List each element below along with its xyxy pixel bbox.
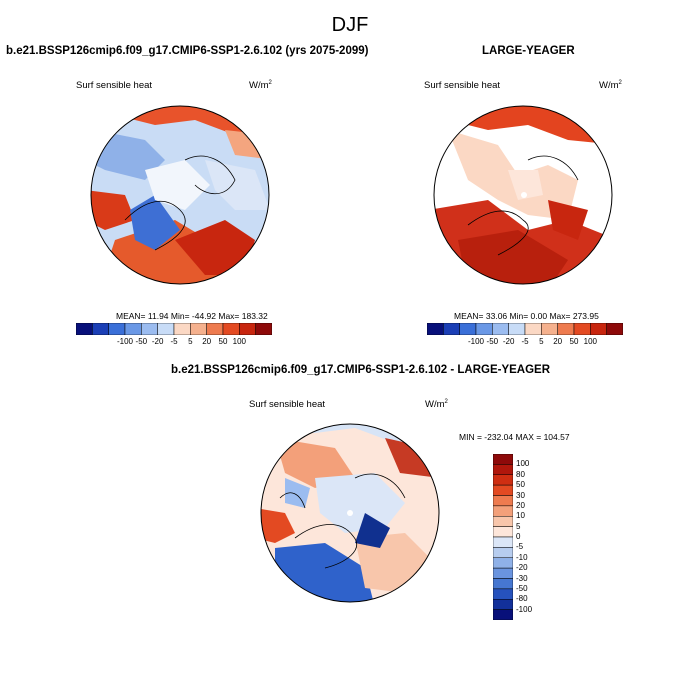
panel3-colorbar-tick-label: -80 xyxy=(516,594,528,604)
panel3-colorbar-swatch xyxy=(493,516,513,527)
panel1-colorbar-swatch xyxy=(239,323,256,335)
panel3-colorbar-swatch xyxy=(493,588,513,600)
panel3-units: W/m2 xyxy=(425,399,448,411)
panel3-colorbar-swatch xyxy=(493,609,513,620)
panel1-colorbar-tick-label: 20 xyxy=(202,337,212,346)
panel2-colorbar-swatch xyxy=(475,323,493,335)
page-title: DJF xyxy=(331,14,369,36)
panel1-colorbar-tick-label: 5 xyxy=(188,337,193,346)
panel2-colorbar-tick-label: 5 xyxy=(539,337,544,346)
panel1-colorbar-swatch xyxy=(157,323,175,335)
panel2-polar-map xyxy=(433,105,613,285)
panel2-variable-label: Surf sensible heat xyxy=(424,80,501,91)
panel1-colorbar-swatch xyxy=(108,323,126,335)
panel2-colorbar-swatch xyxy=(492,323,509,335)
panel3-colorbar-tick-label: 100 xyxy=(516,459,530,469)
panel2-colorbar-swatch xyxy=(508,323,526,335)
panel1-colorbar-tick-label: 50 xyxy=(218,337,228,346)
panel1-units: W/m2 xyxy=(249,80,272,92)
panel1-colorbar-tick-label: -20 xyxy=(151,337,164,346)
panel2-colorbar-swatch xyxy=(590,323,607,335)
panel2-colorbar-labels: -100 -50 -20 -5 5 20 50 100 xyxy=(427,337,623,349)
panel3-colorbar-tick-label: 10 xyxy=(516,511,525,521)
panel2-colorbar-swatch xyxy=(443,323,460,335)
panel3-colorbar-tick-label: -100 xyxy=(516,604,533,614)
panel2-stats: MEAN= 33.06 Min= 0.00 Max= 273.95 xyxy=(454,311,599,321)
panel2-units: W/m2 xyxy=(599,80,622,92)
panel3-colorbar-swatch xyxy=(493,484,513,496)
panel3-colorbar-tick-label: 0 xyxy=(516,532,521,541)
panel2-title: LARGE-YEAGER xyxy=(482,45,575,57)
panel3-colorbar-swatch xyxy=(493,599,513,610)
panel1-colorbar-tick-label: 100 xyxy=(232,337,246,346)
panel2-colorbar xyxy=(427,323,623,335)
panel2-colorbar-tick-label: -100 xyxy=(467,337,484,346)
panel3-colorbar-swatch xyxy=(493,557,513,569)
panel3-colorbar-tick-label: -20 xyxy=(516,563,528,573)
panel3-colorbar-swatch xyxy=(493,526,513,538)
panel3-colorbar-tick-label: 50 xyxy=(516,480,525,490)
panel1-colorbar-swatch xyxy=(222,323,240,335)
panel2-colorbar-swatch xyxy=(459,323,477,335)
panel3-colorbar-swatch xyxy=(493,454,513,465)
panel3-colorbar-swatch xyxy=(493,464,513,475)
panel2-colorbar-tick-label: 50 xyxy=(569,337,579,346)
panel3-colorbar-tick-label: 20 xyxy=(516,500,525,510)
panel1-colorbar xyxy=(76,323,272,335)
panel1-stats: MEAN= 11.94 Min= -44.92 Max= 183.32 xyxy=(116,311,268,321)
panel1-colorbar-swatch xyxy=(76,323,93,335)
panel1-colorbar-swatch xyxy=(190,323,207,335)
panel1-colorbar-tick-label: -5 xyxy=(170,337,178,346)
panel2-colorbar-swatch xyxy=(557,323,575,335)
panel1-title: b.e21.BSSP126cmip6.f09_g17.CMIP6-SSP1-2.… xyxy=(6,45,369,57)
panel3-colorbar-labels: 100 80 50 30 20 10 5 0 -5 -10 -20 -30 -50 -80 -100 xyxy=(516,454,546,620)
panel1-colorbar-labels: -100 -50 -20 -5 5 20 50 100 xyxy=(76,337,272,349)
panel1-colorbar-swatch xyxy=(141,323,158,335)
panel3-colorbar-swatch xyxy=(493,536,513,548)
panel3-colorbar-swatch xyxy=(493,495,513,507)
panel3-title: b.e21.BSSP126cmip6.f09_g17.CMIP6-SSP1-2.… xyxy=(171,364,551,376)
panel1-colorbar-tick-label: -100 xyxy=(116,337,133,346)
panel3-colorbar-swatch xyxy=(493,567,513,579)
panel2-colorbar-tick-label: -5 xyxy=(521,337,529,346)
panel3-stats: MIN = -232.04 MAX = 104.57 xyxy=(459,432,570,442)
panel3-colorbar-swatch xyxy=(493,578,513,590)
panel3-colorbar-tick-label: -30 xyxy=(516,573,528,583)
panel1-colorbar-swatch xyxy=(173,323,191,335)
panel3-colorbar-tick-label: 80 xyxy=(516,469,525,479)
panel1-colorbar-swatch xyxy=(255,323,272,335)
panel2-colorbar-swatch xyxy=(573,323,591,335)
panel2-colorbar-swatch xyxy=(541,323,558,335)
panel3-colorbar-swatch xyxy=(493,474,513,486)
panel1-colorbar-swatch xyxy=(206,323,224,335)
panel1-polar-map xyxy=(90,105,270,285)
panel3-colorbar-tick-label: -5 xyxy=(516,542,524,552)
panel3-colorbar xyxy=(493,454,513,620)
panel3-colorbar-tick-label: -10 xyxy=(516,552,528,562)
panel1-colorbar-swatch xyxy=(92,323,109,335)
panel3-colorbar-swatch xyxy=(493,505,513,517)
panel3-colorbar-swatch xyxy=(493,547,513,558)
panel1-colorbar-tick-label: -50 xyxy=(135,337,148,346)
panel2-colorbar-tick-label: 20 xyxy=(553,337,563,346)
panel3-colorbar-tick-label: 5 xyxy=(516,521,521,531)
panel2-colorbar-tick-label: 100 xyxy=(583,337,597,346)
panel3-variable-label: Surf sensible heat xyxy=(249,399,326,410)
panel1-colorbar-swatch xyxy=(124,323,142,335)
panel2-colorbar-swatch xyxy=(427,323,444,335)
panel3-colorbar-tick-label: -50 xyxy=(516,583,528,593)
panel1-variable-label: Surf sensible heat xyxy=(76,80,153,91)
panel2-colorbar-tick-label: -20 xyxy=(502,337,515,346)
panel2-colorbar-swatch xyxy=(524,323,542,335)
panel3-colorbar-tick-label: 30 xyxy=(516,490,525,500)
panel2-colorbar-tick-label: -50 xyxy=(486,337,499,346)
panel3-polar-map xyxy=(260,423,440,603)
panel2-colorbar-swatch xyxy=(606,323,623,335)
